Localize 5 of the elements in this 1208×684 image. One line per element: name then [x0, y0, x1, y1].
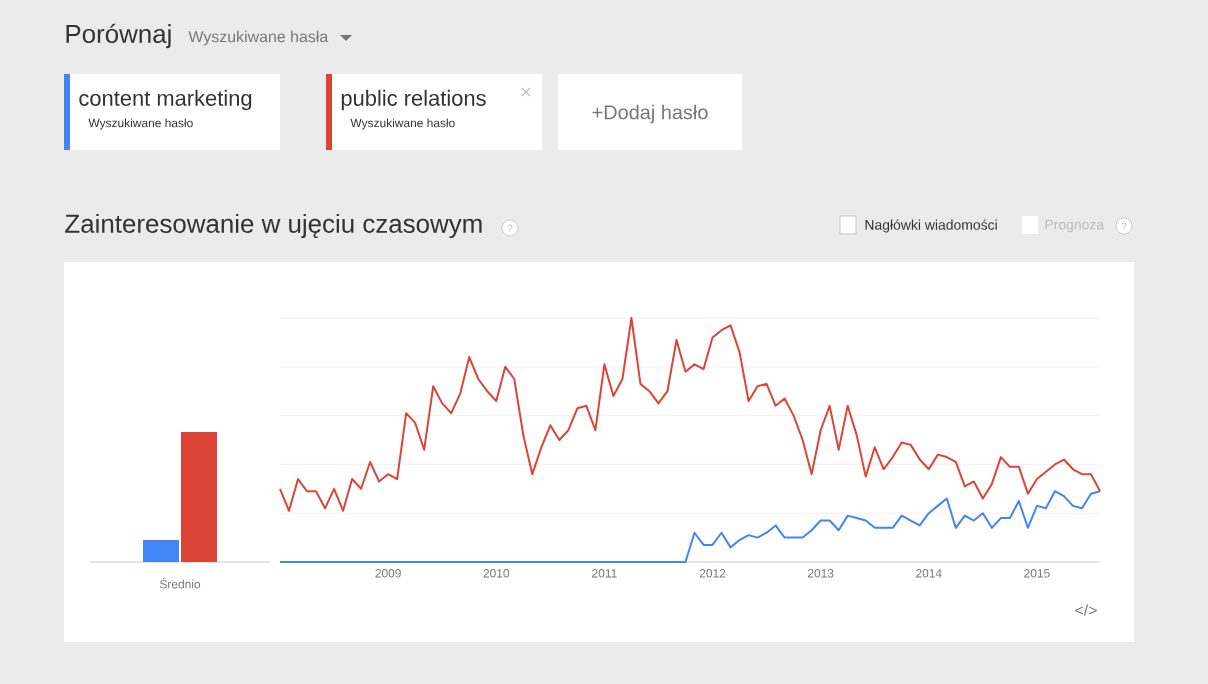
text: Porównaj — [66, 23, 171, 49]
text: +Dodaj hasło — [592, 104, 708, 124]
legend-label: public relations — [341, 89, 486, 111]
legend-label: content marketing — [79, 89, 252, 111]
chart-title: Zainteresowanie w ujęciu czasowym — [65, 213, 482, 239]
